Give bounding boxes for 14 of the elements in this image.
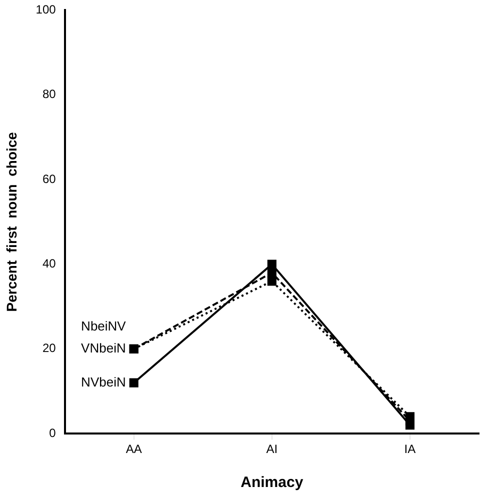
x-tick-label: AA (126, 442, 142, 456)
y-axis-title: Percent first noun choice (3, 132, 20, 312)
x-tick-label: IA (404, 442, 416, 456)
series-label: NVbeiN (81, 374, 126, 390)
y-tick-label: 80 (42, 87, 56, 102)
y-tick-label: 40 (42, 256, 56, 271)
x-axis-title: Animacy (240, 474, 304, 492)
y-tick-label: 100 (36, 2, 56, 17)
y-tick-label: 20 (42, 341, 56, 356)
y-tick-label: 0 (49, 426, 56, 440)
series-label: NbeiNV (81, 318, 126, 334)
x-tick-label: AI (266, 442, 278, 456)
y-tick-label: 60 (42, 172, 56, 186)
series-label: VNbeiN (81, 340, 126, 356)
